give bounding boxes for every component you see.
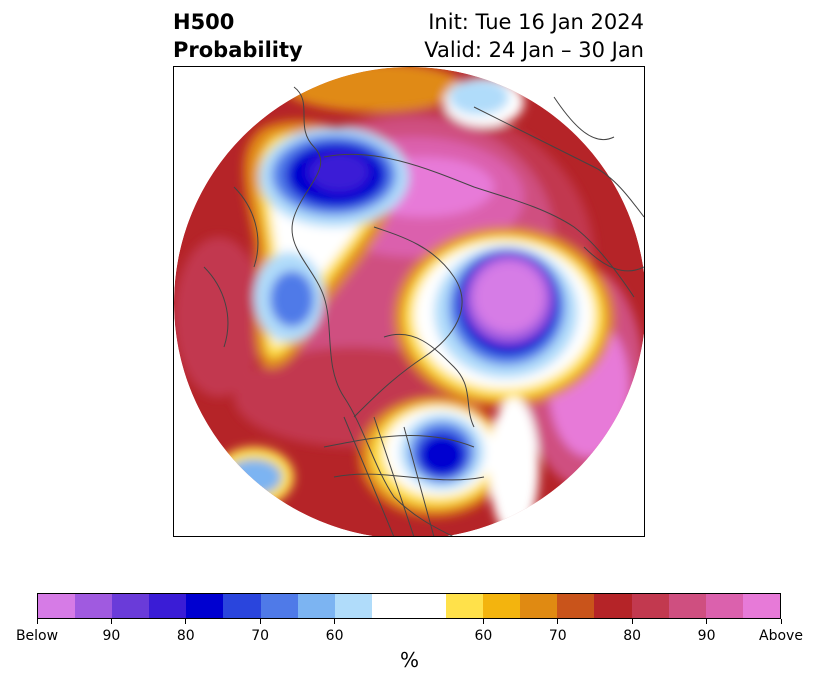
colorbar-tick	[110, 619, 112, 624]
colorbar-tick-label: 70	[548, 628, 567, 644]
colorbar-segment	[186, 594, 224, 618]
colorbar-segment	[446, 594, 484, 618]
map-panel	[173, 66, 645, 537]
colorbar-tick-label: 90	[102, 628, 121, 644]
colorbar-tick	[631, 619, 633, 624]
colorbar-tick	[185, 619, 187, 624]
colorbar-tick-label: 60	[325, 628, 344, 644]
colorbar-segment	[520, 594, 558, 618]
colorbar-tick	[780, 619, 782, 624]
colorbar-segment	[631, 594, 669, 618]
colorbar-segment	[75, 594, 113, 618]
probability-field	[174, 67, 644, 536]
colorbar-tick	[482, 619, 484, 624]
colorbar-tick	[706, 619, 708, 624]
colorbar-segment	[557, 594, 595, 618]
colorbar-segment	[371, 594, 409, 618]
colorbar-tick-label: 80	[623, 628, 642, 644]
colorbar-units: %	[399, 648, 419, 672]
valid-range: Valid: 24 Jan – 30 Jan	[424, 38, 644, 62]
colorbar-segment	[223, 594, 261, 618]
colorbar-segment	[483, 594, 521, 618]
colorbar-segment	[742, 594, 780, 618]
title-subtitle: Probability	[173, 38, 303, 62]
colorbar-segment	[594, 594, 632, 618]
colorbar-tick-label: Below	[15, 628, 59, 644]
map-title: H500 Probability	[173, 8, 303, 64]
colorbar-segment	[260, 594, 298, 618]
colorbar-segment	[149, 594, 187, 618]
polar-map	[174, 67, 644, 536]
colorbar-tick-label: 60	[474, 628, 493, 644]
colorbar-tick-label: 80	[176, 628, 195, 644]
colorbar-tick-label: 70	[251, 628, 270, 644]
colorbar-tick	[259, 619, 261, 624]
colorbar-segment	[297, 594, 335, 618]
title-variable: H500	[173, 10, 235, 34]
colorbar-segment	[334, 594, 372, 618]
colorbar-segment	[112, 594, 150, 618]
colorbar-tick-label: 90	[697, 628, 716, 644]
colorbar-tick	[557, 619, 559, 624]
init-date: Init: Tue 16 Jan 2024	[428, 10, 644, 34]
colorbar-segment	[705, 594, 743, 618]
colorbar-tick	[36, 619, 38, 624]
coastlines	[203, 86, 644, 536]
colorbar-tick-label: Above	[759, 628, 803, 644]
colorbar-segment	[38, 594, 76, 618]
colorbar	[37, 593, 781, 619]
map-dates: Init: Tue 16 Jan 2024 Valid: 24 Jan – 30…	[424, 8, 644, 64]
colorbar-segment	[668, 594, 706, 618]
colorbar-segment	[408, 594, 447, 618]
colorbar-tick	[334, 619, 336, 624]
